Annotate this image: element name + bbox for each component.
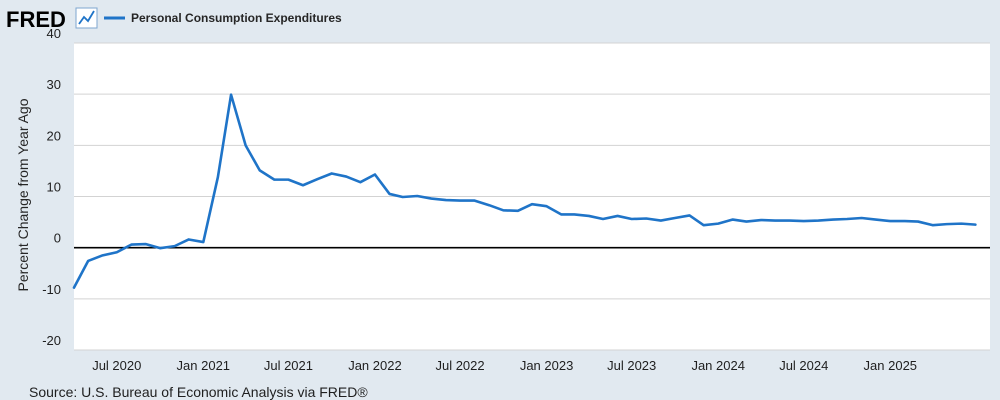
x-tick-label: Jul 2021 [264, 358, 313, 373]
x-axis-ticks: Jul 2020 Jan 2021 Jul 2021 Jan 2022 Jul 2022… [92, 358, 917, 373]
x-tick-label: Jul 2022 [435, 358, 484, 373]
source-note: Source: U.S. Bureau of Economic Analysis… [29, 384, 368, 400]
x-tick-label: Jul 2020 [92, 358, 141, 373]
x-tick-label: Jul 2023 [607, 358, 656, 373]
y-tick-label: 10 [47, 180, 61, 195]
x-tick-label: Jul 2024 [779, 358, 828, 373]
x-tick-label: Jan 2022 [348, 358, 402, 373]
fred-logo[interactable]: FRED [6, 7, 66, 32]
y-tick-label: -20 [42, 333, 61, 348]
grid-lines [74, 42, 990, 351]
x-tick-label: Jan 2023 [520, 358, 574, 373]
y-tick-label: -10 [42, 282, 61, 297]
legend-label: Personal Consumption Expenditures [131, 11, 342, 25]
y-tick-label: 40 [47, 26, 61, 41]
y-axis-ticks: -20 -10 0 10 20 30 40 [42, 26, 61, 348]
y-tick-label: 30 [47, 77, 61, 92]
x-tick-label: Jan 2024 [691, 358, 745, 373]
y-tick-label: 0 [54, 231, 61, 246]
x-tick-label: Jan 2025 [864, 358, 918, 373]
y-tick-label: 20 [47, 128, 61, 143]
series-line [72, 93, 977, 289]
line-chart-icon [75, 7, 98, 29]
series-group [72, 93, 977, 289]
x-tick-label: Jan 2021 [177, 358, 231, 373]
y-axis-label: Percent Change from Year Ago [15, 98, 31, 291]
